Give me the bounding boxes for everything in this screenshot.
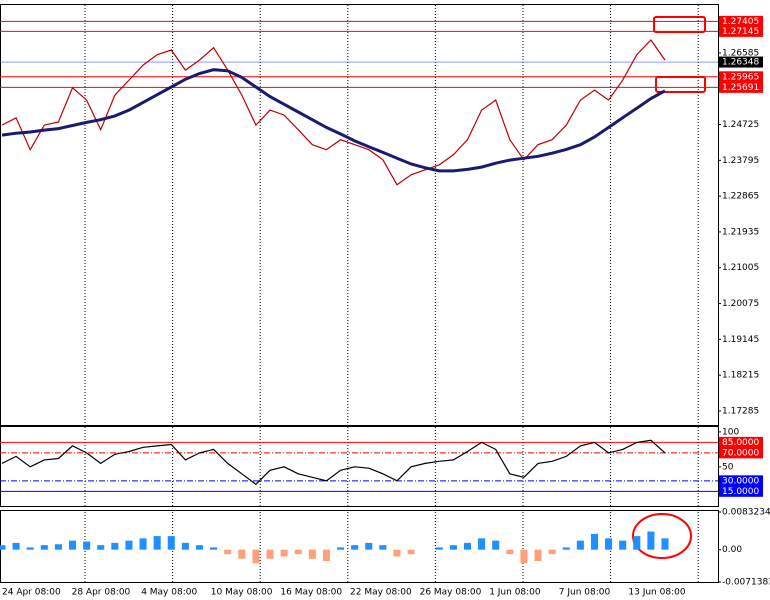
bar [449, 545, 457, 550]
current-price-label: 1.26348 [722, 58, 759, 68]
y-tick-label: 1.26585 [722, 48, 759, 58]
bar [0, 545, 6, 550]
main-panel [0, 4, 719, 426]
bar [294, 549, 302, 555]
level-label: 15.0000 [722, 487, 759, 497]
level-label: 70.0000 [722, 448, 759, 458]
y-tick-label: 100 [722, 427, 739, 437]
x-tick-label: 16 May 08:00 [280, 588, 342, 598]
bar [520, 549, 528, 564]
bar [210, 547, 218, 550]
highlight-box [653, 16, 706, 33]
x-tick-label: 22 May 08:00 [350, 588, 412, 598]
level-label-bg [719, 485, 763, 497]
bar [195, 545, 204, 550]
level-label: 1.25965 [722, 72, 759, 82]
bar [322, 549, 330, 562]
level-label: 1.27405 [722, 17, 759, 27]
bar [97, 545, 105, 550]
bar [181, 542, 189, 550]
level-label-bg [719, 15, 763, 27]
bar [463, 542, 472, 550]
highlight-ellipse [632, 513, 692, 559]
bar [478, 538, 486, 550]
bar [153, 536, 161, 550]
level-label-bg [719, 25, 763, 37]
level-label-bg [719, 436, 763, 448]
x-tick-label: 24 Apr 08:00 [2, 588, 61, 598]
x-tick-label: 10 May 08:00 [211, 588, 273, 598]
bar [167, 536, 175, 550]
y-tick-label: 1.23795 [722, 156, 759, 166]
y-tick-label: 1.21005 [722, 263, 759, 273]
bar [576, 540, 584, 550]
bar [365, 542, 373, 550]
y-tick-label: 1.24725 [722, 120, 759, 130]
bar [266, 549, 274, 559]
bar [605, 538, 613, 550]
bar [26, 547, 34, 550]
bar [12, 542, 20, 550]
y-tick-label: 1.21935 [722, 227, 759, 237]
bar [548, 549, 556, 555]
level-label-bg [719, 71, 763, 83]
bar [224, 549, 232, 555]
level-label-bg [719, 447, 763, 459]
bar [407, 549, 415, 555]
bar [506, 549, 514, 555]
y-tick-label: 50 [722, 462, 734, 472]
bar [661, 538, 669, 550]
x-tick-label: 28 Apr 08:00 [72, 588, 131, 598]
bar [647, 531, 655, 550]
level-label: 1.25691 [722, 83, 759, 93]
bar [534, 549, 542, 562]
y-tick-label: 1.22865 [722, 192, 759, 202]
bar [54, 544, 62, 550]
bar [435, 547, 443, 550]
y-tick-label: 0.0083234 [722, 508, 770, 518]
bar [492, 540, 500, 550]
y-tick-label: 1.18215 [722, 371, 759, 381]
bar [125, 540, 133, 550]
level-label: 30.0000 [722, 476, 759, 486]
y-tick-label: 1.17285 [722, 406, 759, 416]
bar [590, 533, 598, 550]
bar [252, 549, 260, 564]
bar [633, 536, 641, 550]
bar [337, 547, 345, 550]
series-line [1, 39, 666, 186]
bar [562, 547, 570, 550]
y-tick-label: -0.0071383 [722, 578, 770, 588]
current-price-bg [719, 56, 763, 68]
x-tick-label: 26 May 08:00 [420, 588, 482, 598]
x-tick-label: 13 Jun 08:00 [628, 588, 685, 598]
x-tick-label: 4 May 08:00 [141, 588, 197, 598]
y-tick-label: 0.00 [722, 545, 742, 555]
y-tick-label: 1.20075 [722, 299, 759, 309]
level-label: 85.0000 [722, 438, 759, 448]
bar [351, 545, 359, 550]
x-tick-label: 1 Jun 08:00 [489, 588, 541, 598]
series-line [1, 439, 666, 486]
y-tick-label: 1.19145 [722, 335, 759, 345]
bar [280, 549, 288, 557]
bar [111, 542, 119, 550]
level-label-bg [719, 475, 763, 487]
bar [393, 549, 401, 557]
bar [308, 549, 316, 559]
bar [69, 540, 77, 550]
bar [379, 545, 387, 550]
x-tick-label: 7 Jun 08:00 [559, 588, 611, 598]
level-label: 1.27145 [722, 27, 759, 37]
series-line [1, 68, 666, 173]
level-label-bg [719, 81, 763, 93]
bar [619, 540, 627, 550]
bar [139, 538, 147, 550]
bar [238, 549, 246, 559]
bar [83, 541, 91, 550]
bar [40, 545, 48, 550]
